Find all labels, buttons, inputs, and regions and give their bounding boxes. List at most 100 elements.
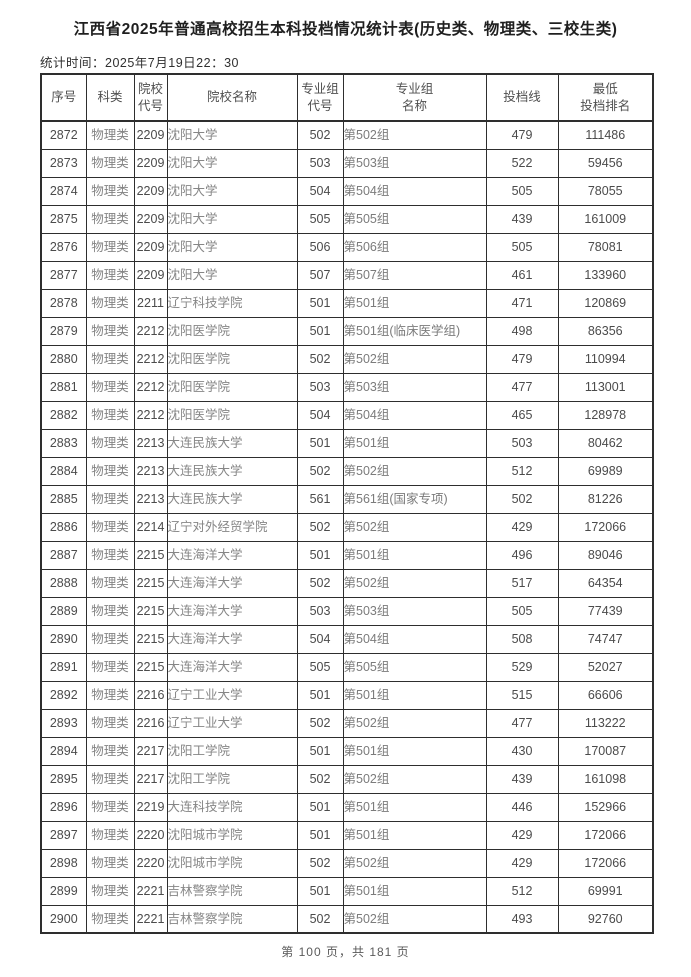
cell-cutoff-score: 517 [485,568,559,598]
cell-group-code: 507 [296,260,344,290]
cell-college-code: 2216 [133,680,168,710]
cell-group-code: 503 [296,372,344,402]
cell-group-code: 504 [296,400,344,430]
table-row: 2880 物理类 2212 沈阳医学院 502 第502组 479 110994 [40,344,654,374]
cell-college-name: 大连海洋大学 [166,540,298,570]
cell-subject-category: 物理类 [85,260,135,290]
cell-group-code: 505 [296,652,344,682]
cell-group-code: 501 [296,736,344,766]
cell-college-code: 2216 [133,708,168,738]
cell-college-name: 大连民族大学 [166,428,298,458]
header-group-code: 专业组 代号 [296,73,344,122]
cell-subject-category: 物理类 [85,344,135,374]
cell-min-rank: 78055 [557,176,654,206]
cell-cutoff-score: 502 [485,484,559,514]
cell-group-code: 501 [296,288,344,318]
cell-min-rank: 66606 [557,680,654,710]
cell-min-rank: 59456 [557,148,654,178]
cell-seq: 2898 [40,848,87,878]
table-row: 2878 物理类 2211 辽宁科技学院 501 第501组 471 120869 [40,288,654,318]
cell-college-name: 沈阳大学 [166,176,298,206]
cell-college-code: 2209 [133,148,168,178]
cell-cutoff-score: 429 [485,512,559,542]
cell-college-code: 2219 [133,792,168,822]
cell-college-code: 2214 [133,512,168,542]
cell-cutoff-score: 465 [485,400,559,430]
cell-group-code: 501 [296,680,344,710]
cell-seq: 2888 [40,568,87,598]
cell-group-code: 503 [296,596,344,626]
cell-seq: 2882 [40,400,87,430]
cell-college-name: 沈阳医学院 [166,400,298,430]
cell-group-name: 第501组 [342,428,487,458]
cell-group-code: 502 [296,904,344,934]
cell-college-code: 2220 [133,820,168,850]
cell-group-name: 第501组 [342,680,487,710]
cell-min-rank: 133960 [557,260,654,290]
cell-group-name: 第506组 [342,232,487,262]
cell-subject-category: 物理类 [85,876,135,906]
cell-min-rank: 128978 [557,400,654,430]
cell-group-name: 第501组 [342,288,487,318]
cell-cutoff-score: 498 [485,316,559,346]
cell-seq: 2885 [40,484,87,514]
table-body: 2872 物理类 2209 沈阳大学 502 第502组 479 111486 2873 物理类 2… [40,120,654,934]
header-seq: 序号 [40,73,87,122]
cell-college-name: 大连海洋大学 [166,596,298,626]
cell-seq: 2873 [40,148,87,178]
table-row: 2888 物理类 2215 大连海洋大学 502 第502组 517 64354 [40,568,654,598]
cell-min-rank: 78081 [557,232,654,262]
cell-subject-category: 物理类 [85,400,135,430]
cell-subject-category: 物理类 [85,316,135,346]
table-row: 2884 物理类 2213 大连民族大学 502 第502组 512 69989 [40,456,654,486]
cell-subject-category: 物理类 [85,848,135,878]
cell-college-code: 2212 [133,372,168,402]
cell-college-name: 沈阳医学院 [166,372,298,402]
cell-seq: 2895 [40,764,87,794]
cell-group-code: 502 [296,848,344,878]
cell-college-name: 大连民族大学 [166,484,298,514]
cell-cutoff-score: 479 [485,120,559,150]
cell-college-code: 2215 [133,596,168,626]
cell-college-name: 沈阳大学 [166,148,298,178]
cell-cutoff-score: 512 [485,456,559,486]
table-row: 2875 物理类 2209 沈阳大学 505 第505组 439 161009 [40,204,654,234]
cell-cutoff-score: 496 [485,540,559,570]
cell-subject-category: 物理类 [85,232,135,262]
cell-group-name: 第502组 [342,120,487,150]
cell-min-rank: 113222 [557,708,654,738]
cell-group-name: 第502组 [342,344,487,374]
cell-group-code: 502 [296,120,344,150]
cell-group-name: 第501组 [342,876,487,906]
cell-college-name: 沈阳工学院 [166,736,298,766]
table-row: 2873 物理类 2209 沈阳大学 503 第503组 522 59456 [40,148,654,178]
cell-subject-category: 物理类 [85,904,135,934]
cell-subject-category: 物理类 [85,680,135,710]
cell-min-rank: 111486 [557,120,654,150]
cell-group-code: 504 [296,624,344,654]
cell-seq: 2879 [40,316,87,346]
cell-seq: 2897 [40,820,87,850]
cell-group-code: 501 [296,820,344,850]
cell-group-name: 第501组 [342,820,487,850]
cell-college-name: 沈阳城市学院 [166,820,298,850]
cell-subject-category: 物理类 [85,372,135,402]
cell-college-code: 2212 [133,344,168,374]
cell-group-code: 501 [296,792,344,822]
cell-seq: 2883 [40,428,87,458]
cell-subject-category: 物理类 [85,596,135,626]
table-row: 2877 物理类 2209 沈阳大学 507 第507组 461 133960 [40,260,654,290]
cell-seq: 2878 [40,288,87,318]
cell-subject-category: 物理类 [85,820,135,850]
cell-group-code: 504 [296,176,344,206]
cell-seq: 2886 [40,512,87,542]
cell-seq: 2880 [40,344,87,374]
cell-group-name: 第502组 [342,708,487,738]
cell-college-code: 2215 [133,652,168,682]
cell-subject-category: 物理类 [85,484,135,514]
cell-college-name: 沈阳大学 [166,232,298,262]
cell-subject-category: 物理类 [85,708,135,738]
cell-cutoff-score: 439 [485,764,559,794]
cell-group-name: 第502组 [342,904,487,934]
cell-subject-category: 物理类 [85,204,135,234]
